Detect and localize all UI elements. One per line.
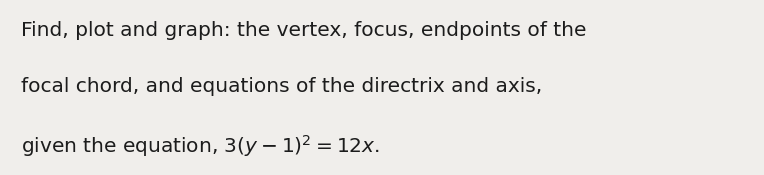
Text: focal chord, and equations of the directrix and axis,: focal chord, and equations of the direct… bbox=[21, 77, 542, 96]
Text: given the equation, $3(y - 1)^2 = 12x.$: given the equation, $3(y - 1)^2 = 12x.$ bbox=[21, 133, 380, 159]
Text: Find, plot and graph: the vertex, focus, endpoints of the: Find, plot and graph: the vertex, focus,… bbox=[21, 21, 587, 40]
